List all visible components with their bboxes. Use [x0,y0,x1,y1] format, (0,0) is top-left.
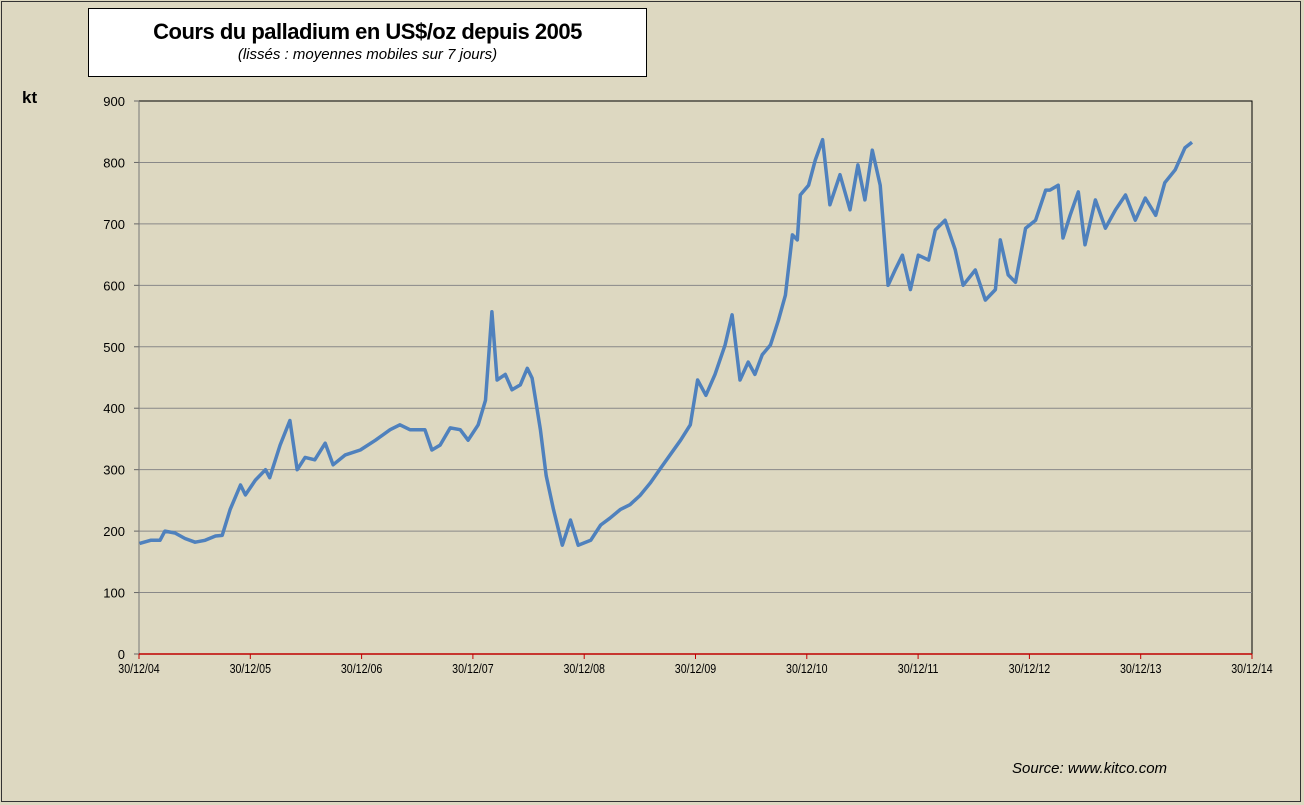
x-tick-label: 30/12/14 [1231,661,1273,676]
x-tick-label: 30/12/09 [675,661,717,676]
source-note: Source: www.kitco.com [1012,760,1168,777]
x-tick-label: 30/12/05 [230,661,272,676]
y-tick-label: 500 [103,340,125,355]
y-tick-label: 200 [103,524,125,539]
y-axis-label: kt [22,88,38,107]
x-tick-label: 30/12/06 [341,661,383,676]
y-tick-label: 700 [103,217,125,232]
plot-area [138,100,1253,655]
palladium-price-line [139,137,1194,547]
y-tick-label: 300 [103,463,125,478]
x-tick-label: 30/12/13 [1120,661,1162,676]
x-tick-label: 30/12/12 [1009,661,1050,676]
x-tick-label: 30/12/10 [786,661,828,676]
chart-title: Cours du palladium en US$/oz depuis 2005 [153,19,582,44]
chart-subtitle: (lissés : moyennes mobiles sur 7 jours) [237,46,498,63]
x-tick-label: 30/12/08 [563,661,605,676]
y-tick-label: 800 [103,155,125,170]
y-tick-label: 100 [103,586,125,601]
y-tick-label: 600 [103,278,125,293]
x-tick-label: 30/12/07 [452,661,493,676]
x-tick-label: 30/12/04 [118,661,160,676]
title-box: Cours du palladium en US$/oz depuis 2005… [88,8,647,77]
y-tick-label: 900 [103,94,125,109]
y-tick-label: 400 [103,401,125,416]
x-tick-label: 30/12/11 [898,661,939,676]
y-tick-label: 0 [118,647,125,662]
